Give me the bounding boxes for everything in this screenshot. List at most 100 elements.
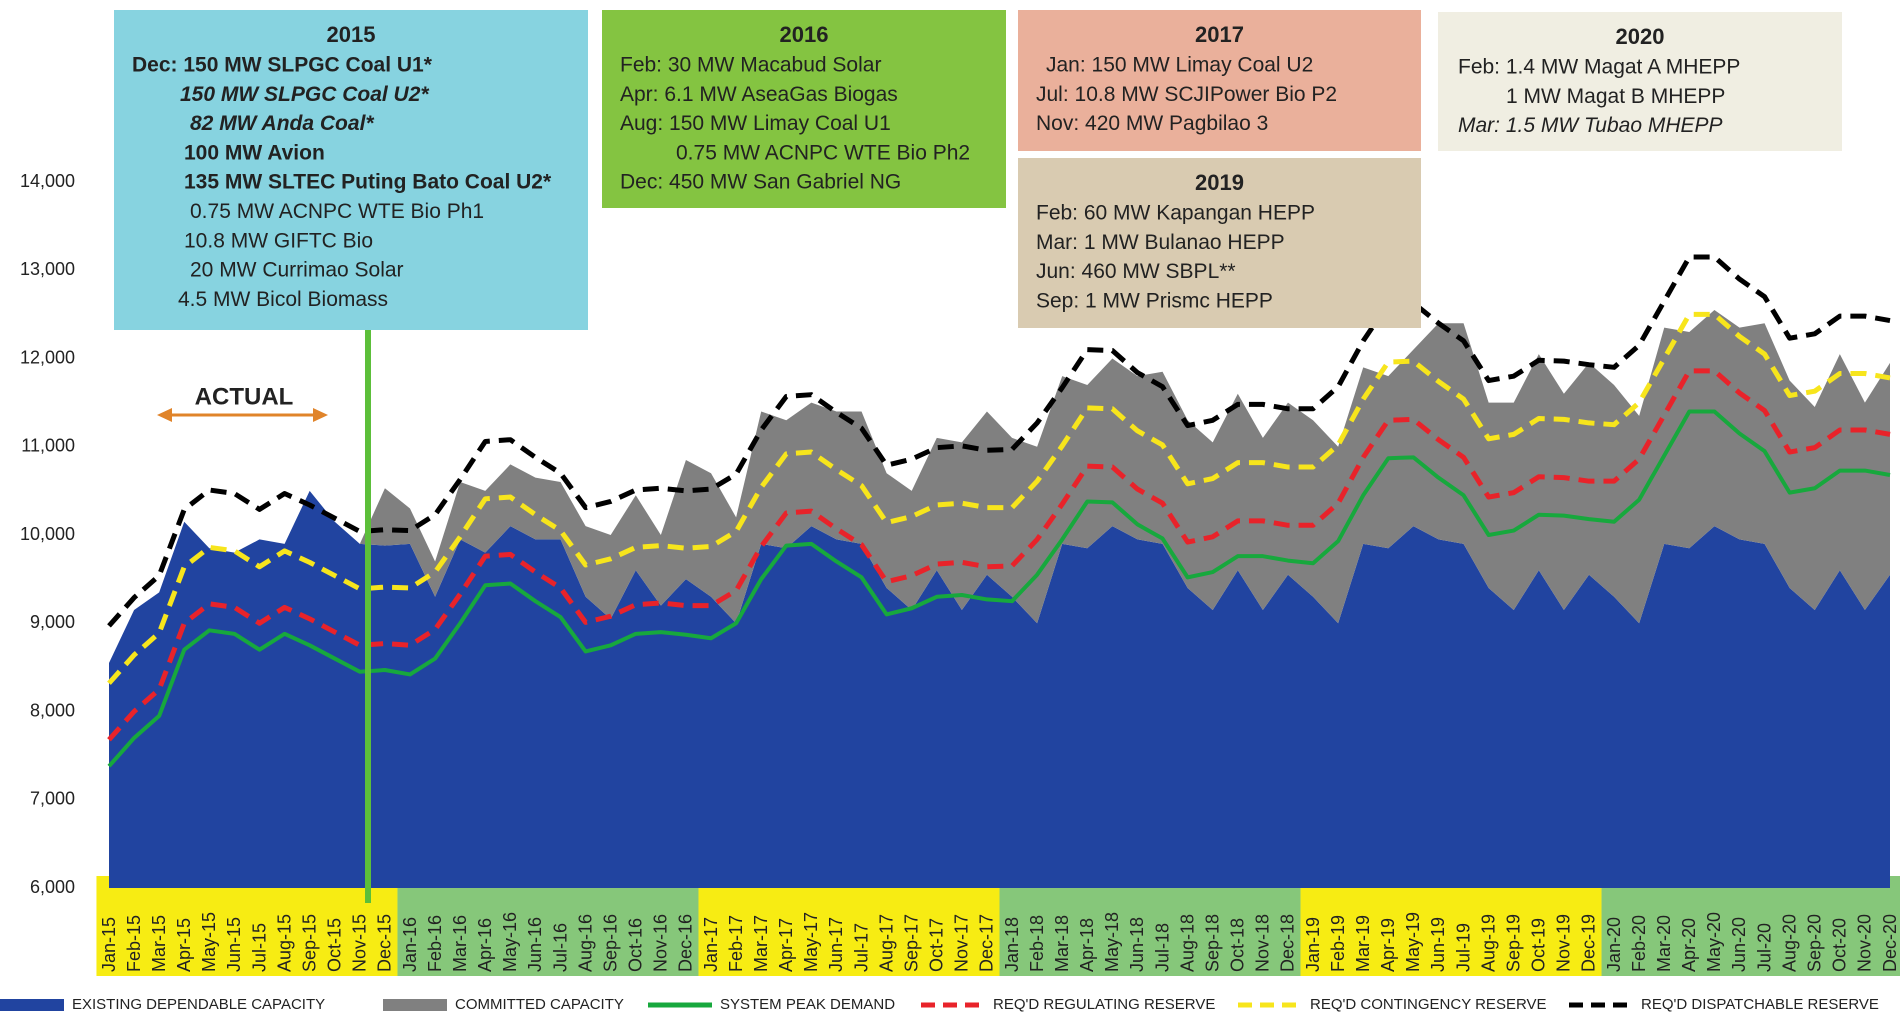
annotation-line: Jul: 10.8 MW SCJIPower Bio P2 xyxy=(1036,83,1337,106)
x-tick-label: Oct-16 xyxy=(626,918,646,972)
x-tick-label: May-16 xyxy=(500,912,520,972)
x-tick-label: Jun-20 xyxy=(1729,917,1749,972)
x-tick-label: Nov-18 xyxy=(1253,914,1273,972)
x-tick-label: Nov-17 xyxy=(952,914,972,972)
annotation-line: 135 MW SLTEC Puting Bato Coal U2* xyxy=(184,171,552,194)
x-tick-label: Oct-17 xyxy=(927,918,947,972)
x-tick-label: Oct-20 xyxy=(1830,918,1850,972)
annotation-line: 10.8 MW GIFTC Bio xyxy=(184,229,373,252)
x-tick-label: Sep-18 xyxy=(1202,914,1222,972)
annotation-line: 0.75 MW ACNPC WTE Bio Ph2 xyxy=(676,141,970,164)
x-tick-label: Jan-15 xyxy=(99,917,119,972)
legend-swatch xyxy=(383,999,447,1011)
x-tick-label: Jul-18 xyxy=(1152,923,1172,972)
annotation-title: 2017 xyxy=(1195,22,1244,47)
x-tick-label: Jan-20 xyxy=(1604,917,1624,972)
x-tick-label: Sep-15 xyxy=(299,914,319,972)
x-tick-label: Aug-16 xyxy=(575,914,595,972)
x-tick-label: Jun-16 xyxy=(525,917,545,972)
annotation-line: Jan: 150 MW Limay Coal U2 xyxy=(1046,54,1313,77)
x-tick-label: May-17 xyxy=(801,912,821,972)
series-line xyxy=(107,409,1891,768)
x-tick-label: Apr-17 xyxy=(776,918,796,972)
x-tick-label: May-18 xyxy=(1102,912,1122,972)
x-tick-label: Aug-19 xyxy=(1478,914,1498,972)
x-tick-label: Jul-17 xyxy=(851,923,871,972)
annotation-line: Dec: 450 MW San Gabriel NG xyxy=(620,171,901,194)
plot-area xyxy=(107,254,1891,888)
y-tick-label: 10,000 xyxy=(20,524,75,544)
y-tick-label: 14,000 xyxy=(20,171,75,191)
x-tick-label: Jul-20 xyxy=(1754,923,1774,972)
annotation-box xyxy=(114,10,588,330)
y-tick-label: 11,000 xyxy=(21,436,75,456)
annotation-line: Feb: 1.4 MW Magat A MHEPP xyxy=(1458,56,1740,79)
x-tick-label: Apr-20 xyxy=(1679,918,1699,972)
annotation-box xyxy=(602,10,1006,208)
x-tick-label: Aug-18 xyxy=(1177,914,1197,972)
annotation-line: Mar: 1.5 MW Tubao MHEPP xyxy=(1458,114,1723,137)
annotation-line: 0.75 MW ACNPC WTE Bio Ph1 xyxy=(190,200,484,223)
x-tick-label: Jan-19 xyxy=(1303,917,1323,972)
annotation-line: Apr: 6.1 MW AseaGas Biogas xyxy=(620,83,898,106)
series-line xyxy=(107,254,1891,628)
x-tick-label: Jun-19 xyxy=(1428,917,1448,972)
existing-capacity-area xyxy=(109,490,1890,888)
legend-label: REQ'D REGULATING RESERVE xyxy=(993,996,1215,1013)
x-tick-label: May-19 xyxy=(1403,912,1423,972)
x-tick-label: Feb-18 xyxy=(1027,915,1047,972)
annotation-box xyxy=(1018,158,1421,328)
annotation-title: 2019 xyxy=(1195,170,1244,195)
x-tick-label: Mar-20 xyxy=(1654,915,1674,972)
committed-capacity-area xyxy=(109,309,1890,663)
x-tick-label: Feb-17 xyxy=(726,915,746,972)
year-band xyxy=(698,876,1000,976)
annotation-line: Feb: 30 MW Macabud Solar xyxy=(620,54,881,77)
x-tick-label: Sep-17 xyxy=(901,914,921,972)
year-band xyxy=(1601,876,1900,976)
legend-label: SYSTEM PEAK DEMAND xyxy=(720,996,895,1013)
x-tick-label: Dec-17 xyxy=(977,914,997,972)
annotation-line: Dec: 150 MW SLPGC Coal U1* xyxy=(132,54,433,77)
annotation-line: Aug: 150 MW Limay Coal U1 xyxy=(620,112,891,135)
x-tick-label: Feb-16 xyxy=(425,915,445,972)
x-tick-label: Jan-18 xyxy=(1002,917,1022,972)
annotation-line: Nov: 420 MW Pagbilao 3 xyxy=(1036,112,1268,135)
x-tick-label: Apr-19 xyxy=(1378,918,1398,972)
annotation-line: 1 MW Magat B MHEPP xyxy=(1506,85,1725,108)
annotation-box xyxy=(1018,10,1421,151)
x-tick-label: Aug-17 xyxy=(876,914,896,972)
year-band xyxy=(96,876,398,976)
annotation-title: 2020 xyxy=(1616,24,1665,49)
x-tick-label: Oct-18 xyxy=(1228,918,1248,972)
x-tick-label: Oct-15 xyxy=(325,918,345,972)
x-tick-label: Apr-16 xyxy=(475,918,495,972)
x-tick-label: Jun-18 xyxy=(1127,917,1147,972)
x-tick-label: Dec-16 xyxy=(676,914,696,972)
x-tick-label: Feb-19 xyxy=(1328,915,1348,972)
x-tick-label: Mar-19 xyxy=(1353,915,1373,972)
x-tick-label: Nov-20 xyxy=(1855,914,1875,972)
annotation-title: 2015 xyxy=(327,22,376,47)
actual-arrow xyxy=(157,408,328,422)
x-tick-label: Dec-15 xyxy=(375,914,395,972)
annotation-line: Jun: 460 MW SBPL** xyxy=(1036,260,1236,283)
x-tick-label: Dec-20 xyxy=(1880,914,1900,972)
annotation-line: 4.5 MW Bicol Biomass xyxy=(178,288,388,311)
annotation-line: 20 MW Currimao Solar xyxy=(190,259,404,282)
annotation-box xyxy=(1438,12,1842,151)
x-tick-label: Jun-17 xyxy=(826,917,846,972)
annotation-boxes: 2015 Dec: 150 MW SLPGC Coal U1* 150 MW SLP… xyxy=(114,10,1842,330)
series-line xyxy=(107,368,1891,742)
x-tick-label: Dec-19 xyxy=(1579,914,1599,972)
x-tick-label: Nov-16 xyxy=(651,914,671,972)
annotation-line: 150 MW SLPGC Coal U2* xyxy=(180,83,429,106)
x-tick-label: Jan-17 xyxy=(701,917,721,972)
x-tick-label: Dec-18 xyxy=(1278,914,1298,972)
x-tick-label: Jul-16 xyxy=(550,923,570,972)
year-band xyxy=(397,876,699,976)
legend-label: EXISTING DEPENDABLE CAPACITY xyxy=(72,996,325,1013)
y-tick-label: 8,000 xyxy=(30,700,75,720)
legend-label: REQ'D DISPATCHABLE RESERVE xyxy=(1641,996,1879,1013)
